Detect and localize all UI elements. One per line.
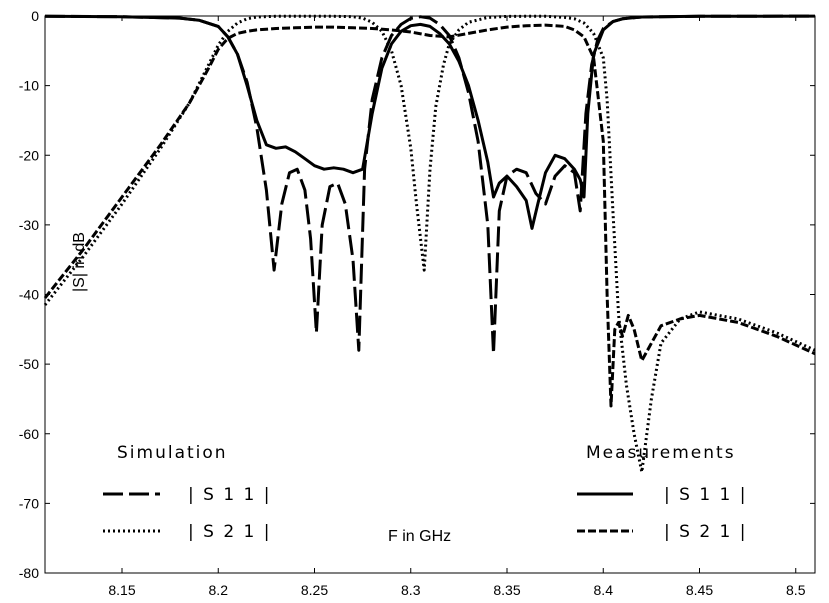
y-tick-label: -40 — [19, 287, 39, 303]
x-tick-label: 8.15 — [108, 582, 135, 598]
y-tick-label: -10 — [19, 78, 39, 94]
x-tick-label: 8.35 — [493, 582, 520, 598]
y-tick-label: -80 — [19, 565, 39, 581]
series-simulation-s11 — [44, 14, 816, 356]
legend-sim-s21-label: | S 2 1 | — [188, 522, 272, 542]
x-tick-label: 8.5 — [786, 582, 806, 598]
legend-meas-s11-label: | S 1 1 | — [664, 485, 748, 505]
legend-measurements-title: Measurements — [586, 443, 736, 463]
y-tick-label: -70 — [19, 495, 39, 511]
series-measurements-s21 — [43, 23, 816, 408]
x-tick-label: 8.2 — [209, 582, 229, 598]
x-tick-label: 8.4 — [594, 582, 614, 598]
y-tick-label: -20 — [19, 147, 39, 163]
x-tick-label: 8.25 — [301, 582, 328, 598]
series-measurements-s11 — [44, 14, 816, 230]
x-axis-label: F in GHz — [388, 528, 451, 545]
y-tick-label: -60 — [19, 426, 39, 442]
y-tick-label: 0 — [31, 8, 39, 24]
legend-meas-s21-label: | S 2 1 | — [664, 522, 748, 542]
legend-simulation-title: Simulation — [117, 443, 228, 463]
series-lines — [43, 14, 816, 474]
y-tick-label: -50 — [19, 356, 39, 372]
y-tick-label: -30 — [19, 217, 39, 233]
x-tick-label: 8.3 — [401, 582, 421, 598]
legend: Simulation | S 1 1 | | S 2 1 | Measureme… — [103, 443, 748, 542]
legend-sim-s11-label: | S 1 1 | — [188, 485, 272, 505]
series-simulation-s21 — [43, 14, 816, 474]
tick-labels: 0 -10 -20 -30 -40 -50 -60 -70 -80 8.15 8.2 8.25 8.3 8… — [19, 8, 806, 598]
y-axis-label: |S| in dB — [71, 232, 88, 292]
x-tick-label: 8.45 — [686, 582, 713, 598]
